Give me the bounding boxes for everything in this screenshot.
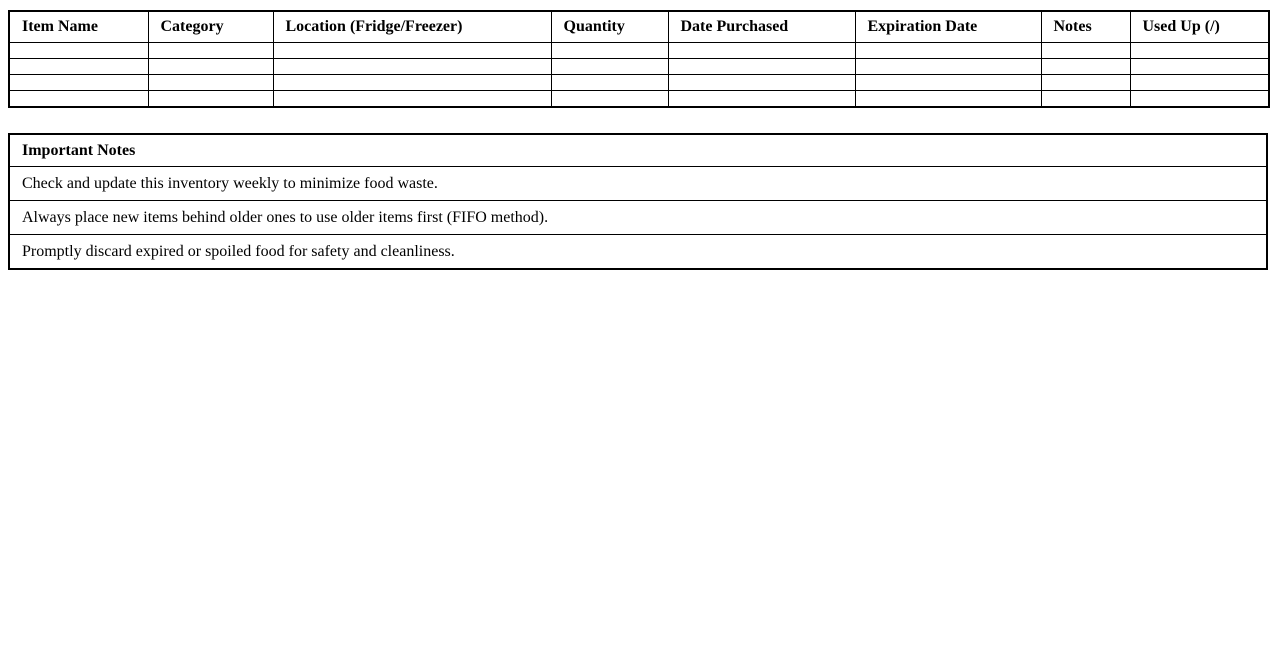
column-header-date-purchased: Date Purchased — [667, 10, 856, 43]
empty-cell — [8, 90, 149, 108]
empty-cell — [1129, 42, 1270, 59]
empty-cell — [8, 58, 149, 75]
empty-cell — [147, 90, 274, 108]
empty-cell — [1040, 90, 1131, 108]
empty-cell — [854, 90, 1042, 108]
column-header-location: Location (Fridge/Freezer) — [272, 10, 552, 43]
empty-cell — [147, 58, 274, 75]
column-header-quantity: Quantity — [550, 10, 669, 43]
inventory-empty-row — [8, 90, 1270, 108]
empty-cell — [1040, 42, 1131, 59]
inventory-empty-row — [8, 42, 1270, 59]
inventory-table: Item Name Category Location (Fridge/Free… — [8, 10, 1270, 108]
inventory-empty-row — [8, 58, 1270, 75]
column-header-notes: Notes — [1040, 10, 1131, 43]
empty-cell — [272, 58, 552, 75]
empty-cell — [272, 42, 552, 59]
empty-cell — [272, 74, 552, 91]
note-item: Check and update this inventory weekly t… — [8, 166, 1268, 201]
empty-cell — [1129, 58, 1270, 75]
empty-cell — [550, 58, 669, 75]
empty-cell — [667, 74, 856, 91]
notes-title: Important Notes — [8, 133, 1268, 167]
note-item: Always place new items behind older ones… — [8, 200, 1268, 235]
empty-cell — [854, 58, 1042, 75]
note-row: Check and update this inventory weekly t… — [8, 166, 1268, 201]
column-header-category: Category — [147, 10, 274, 43]
empty-cell — [1129, 90, 1270, 108]
empty-cell — [667, 90, 856, 108]
empty-cell — [272, 90, 552, 108]
empty-cell — [667, 58, 856, 75]
empty-cell — [854, 42, 1042, 59]
column-header-expiration-date: Expiration Date — [854, 10, 1042, 43]
empty-cell — [667, 42, 856, 59]
empty-cell — [550, 42, 669, 59]
inventory-header-row: Item Name Category Location (Fridge/Free… — [8, 10, 1270, 43]
empty-cell — [1040, 58, 1131, 75]
column-header-used-up: Used Up (/) — [1129, 10, 1270, 43]
note-row: Always place new items behind older ones… — [8, 200, 1268, 235]
note-item: Promptly discard expired or spoiled food… — [8, 234, 1268, 270]
empty-cell — [147, 74, 274, 91]
empty-cell — [550, 90, 669, 108]
empty-cell — [1040, 74, 1131, 91]
empty-cell — [1129, 74, 1270, 91]
inventory-empty-row — [8, 74, 1270, 91]
empty-cell — [550, 74, 669, 91]
note-row: Promptly discard expired or spoiled food… — [8, 234, 1268, 270]
empty-cell — [8, 74, 149, 91]
empty-cell — [147, 42, 274, 59]
column-header-item-name: Item Name — [8, 10, 149, 43]
empty-cell — [8, 42, 149, 59]
notes-table: Important Notes Check and update this in… — [8, 133, 1268, 270]
notes-header-row: Important Notes — [8, 133, 1268, 167]
empty-cell — [854, 74, 1042, 91]
